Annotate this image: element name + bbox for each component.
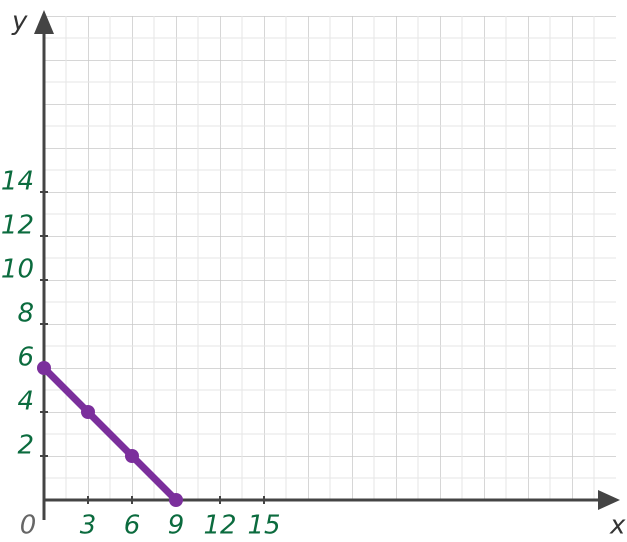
data-point xyxy=(81,405,95,419)
x-tick-label: 12 xyxy=(203,511,236,541)
x-tick-label: 3 xyxy=(80,511,97,541)
x-tick-label: 15 xyxy=(247,511,280,541)
y-axis-label: y xyxy=(11,7,28,37)
y-tick-label: 6 xyxy=(17,343,34,373)
page: x y 036912152468101214 (() => { const da… xyxy=(0,0,627,542)
data-point xyxy=(37,361,51,375)
x-tick-label: 9 xyxy=(168,511,185,541)
y-tick-label: 12 xyxy=(1,211,34,241)
data-point xyxy=(125,449,139,463)
y-tick-label: 4 xyxy=(17,387,34,417)
data-point xyxy=(169,493,183,507)
x-axis-label: x xyxy=(609,511,626,541)
chart: x y 036912152468101214 xyxy=(0,0,627,542)
grid xyxy=(44,16,616,500)
y-tick-label: 10 xyxy=(1,255,34,285)
y-tick-label: 8 xyxy=(17,299,34,329)
y-tick-label: 2 xyxy=(17,431,34,461)
x-tick-label: 0 xyxy=(20,511,37,541)
x-tick-label: 6 xyxy=(124,511,141,541)
y-tick-label: 14 xyxy=(1,167,34,197)
